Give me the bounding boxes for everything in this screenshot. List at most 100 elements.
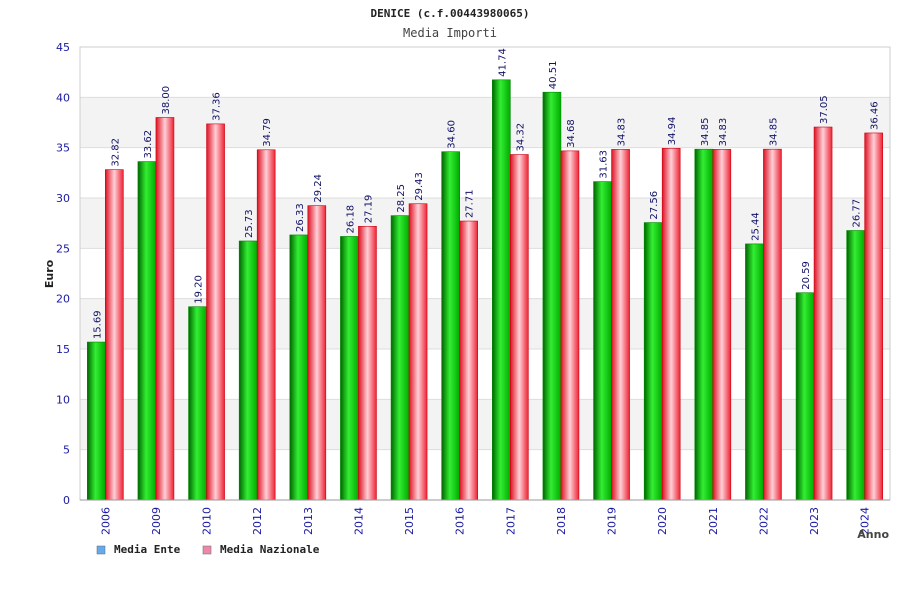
x-tick-label: 2014 <box>352 507 365 535</box>
bar-media-nazionale-2009 <box>155 117 175 501</box>
bar-media-ente-2021 <box>694 148 714 501</box>
data-label: 36.46 <box>870 101 881 130</box>
bar-media-ente-2013 <box>289 234 309 501</box>
data-label: 19.20 <box>194 275 205 304</box>
y-tick-label: 45 <box>56 41 70 54</box>
data-label: 27.56 <box>649 191 660 220</box>
data-label: 41.74 <box>497 48 508 77</box>
bar-media-nazionale-2016 <box>459 220 478 501</box>
legend-swatch-media-ente <box>96 545 106 555</box>
plot-band <box>80 47 890 98</box>
data-label: 15.69 <box>92 310 103 339</box>
bar-media-ente-2019 <box>593 181 612 501</box>
data-label: 27.19 <box>363 195 374 224</box>
data-label: 34.32 <box>515 123 526 152</box>
bar-media-ente-2022 <box>745 243 764 501</box>
y-tick-label: 5 <box>63 444 70 457</box>
bar-media-nazionale-2010 <box>206 123 225 501</box>
bar-media-ente-2017 <box>492 79 511 501</box>
x-tick-label: 2024 <box>859 507 872 535</box>
bar-media-ente-2020 <box>643 222 663 501</box>
bar-media-nazionale-2024 <box>864 132 883 501</box>
data-label: 25.73 <box>244 209 255 238</box>
data-label: 37.05 <box>819 95 830 124</box>
legend: Media Ente Media Nazionale <box>96 543 320 556</box>
data-label: 34.60 <box>447 120 458 149</box>
data-label: 34.85 <box>768 118 779 147</box>
x-tick-label: 2012 <box>251 507 264 535</box>
data-label: 26.18 <box>345 205 356 234</box>
data-label: 28.25 <box>396 184 407 213</box>
data-label: 25.44 <box>750 212 761 241</box>
x-tick-label: 2019 <box>606 507 619 535</box>
y-tick-label: 25 <box>56 242 70 255</box>
bar-media-nazionale-2006 <box>105 169 124 501</box>
data-label: 20.59 <box>801 261 812 290</box>
bar-media-nazionale-2013 <box>307 205 327 501</box>
x-tick-label: 2015 <box>403 507 416 535</box>
legend-swatch-media-nazionale <box>202 545 212 555</box>
data-label: 37.36 <box>212 92 223 121</box>
bar-media-nazionale-2012 <box>256 149 276 501</box>
chart-title: DENICE (c.f.00443980065) <box>371 7 530 20</box>
bar-media-ente-2018 <box>542 91 562 501</box>
bar-media-ente-2009 <box>137 161 157 501</box>
x-axis-ticks: 2006 2009 2010 2012 2013 2014 2015 2016 2017 2018… <box>99 507 871 535</box>
x-tick-label: 2023 <box>808 507 821 535</box>
data-label: 34.85 <box>700 118 711 147</box>
bar-media-nazionale-2018 <box>560 150 580 501</box>
y-tick-label: 40 <box>56 91 70 104</box>
x-tick-label: 2009 <box>150 507 163 535</box>
x-tick-label: 2006 <box>99 507 112 535</box>
bar-media-ente-2012 <box>238 240 258 501</box>
bar-media-ente-2024 <box>846 230 865 501</box>
bars <box>87 79 883 501</box>
bar-media-nazionale-2017 <box>510 154 529 501</box>
legend-label-media-nazionale: Media Nazionale <box>220 543 320 556</box>
data-label: 38.00 <box>161 86 172 115</box>
x-axis-label: Anno <box>857 528 889 541</box>
y-tick-label: 15 <box>56 343 70 356</box>
data-label: 34.83 <box>617 118 628 147</box>
bar-media-ente-2010 <box>188 306 207 501</box>
bar-media-ente-2023 <box>795 292 815 501</box>
chart-subtitle: Media Importi <box>403 26 497 40</box>
data-label: 40.51 <box>548 61 559 90</box>
y-axis-label: Euro <box>43 259 56 288</box>
x-tick-label: 2013 <box>302 507 315 535</box>
y-tick-label: 30 <box>56 192 70 205</box>
data-label: 31.63 <box>599 150 610 179</box>
data-label: 34.79 <box>262 118 273 147</box>
data-label: 26.77 <box>852 199 863 228</box>
data-label: 29.43 <box>414 172 425 201</box>
bar-media-nazionale-2022 <box>763 148 782 501</box>
x-tick-label: 2022 <box>757 507 770 535</box>
bar-media-ente-2006 <box>87 341 106 501</box>
data-label: 32.82 <box>110 138 121 167</box>
bar-media-nazionale-2019 <box>611 149 630 501</box>
x-tick-label: 2021 <box>707 507 720 535</box>
data-label: 33.62 <box>143 130 154 159</box>
y-tick-label: 10 <box>56 393 70 406</box>
y-tick-label: 20 <box>56 293 70 306</box>
data-label: 27.71 <box>465 189 476 218</box>
bar-media-nazionale-2014 <box>358 225 377 501</box>
data-label: 34.94 <box>667 117 678 146</box>
y-axis-ticks: 0 5 10 15 20 25 30 35 40 45 <box>56 41 70 507</box>
x-tick-label: 2017 <box>504 507 517 535</box>
data-label: 29.24 <box>313 174 324 203</box>
data-label: 26.33 <box>295 203 306 232</box>
bar-media-ente-2014 <box>340 236 359 501</box>
data-label: 34.68 <box>566 119 577 148</box>
bar-media-nazionale-2020 <box>661 147 681 501</box>
x-tick-label: 2020 <box>656 507 669 535</box>
y-tick-label: 0 <box>63 494 70 507</box>
x-tick-label: 2018 <box>555 507 568 535</box>
legend-label-media-ente: Media Ente <box>114 543 181 556</box>
bar-media-ente-2016 <box>441 151 460 501</box>
data-label: 34.83 <box>718 118 729 147</box>
bar-media-nazionale-2015 <box>408 203 428 501</box>
x-tick-label: 2010 <box>201 507 214 535</box>
bar-media-ente-2015 <box>390 215 410 501</box>
